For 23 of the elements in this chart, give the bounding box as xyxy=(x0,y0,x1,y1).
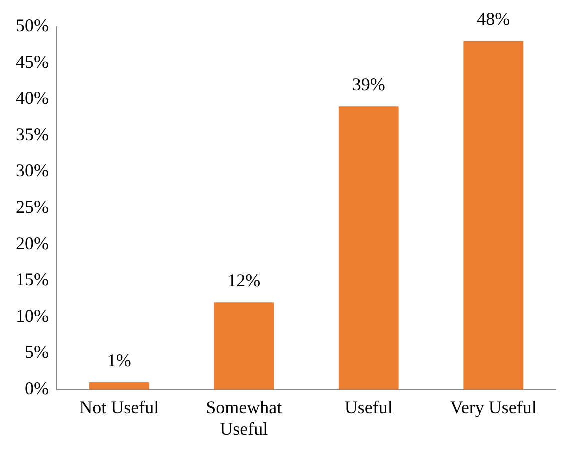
x-tick-label: Useful xyxy=(344,397,393,418)
bar xyxy=(214,302,274,390)
y-tick-label: 30% xyxy=(16,160,49,181)
bar xyxy=(464,41,524,390)
y-tick-label: 10% xyxy=(16,306,49,326)
bar xyxy=(89,382,150,390)
y-tick-label: 50% xyxy=(16,16,49,36)
y-tick-label: 0% xyxy=(24,378,49,399)
y-tick-label: 15% xyxy=(16,270,49,290)
x-tick-label: Somewhat Useful xyxy=(206,397,282,439)
data-label: 12% xyxy=(228,270,261,290)
x-tick-label: Very Useful xyxy=(450,397,537,418)
y-tick-label: 40% xyxy=(16,88,49,108)
x-tick-label: Not Useful xyxy=(80,397,160,418)
y-tick-label: 35% xyxy=(16,124,49,144)
y-tick-label: 25% xyxy=(16,197,49,218)
y-tick-label: 45% xyxy=(16,52,49,72)
y-tick-label: 20% xyxy=(16,233,49,254)
bar xyxy=(338,106,399,390)
y-tick-label: 5% xyxy=(24,342,49,362)
data-label: 1% xyxy=(107,350,132,370)
data-label: 39% xyxy=(352,74,386,94)
data-label: 48% xyxy=(477,9,510,30)
